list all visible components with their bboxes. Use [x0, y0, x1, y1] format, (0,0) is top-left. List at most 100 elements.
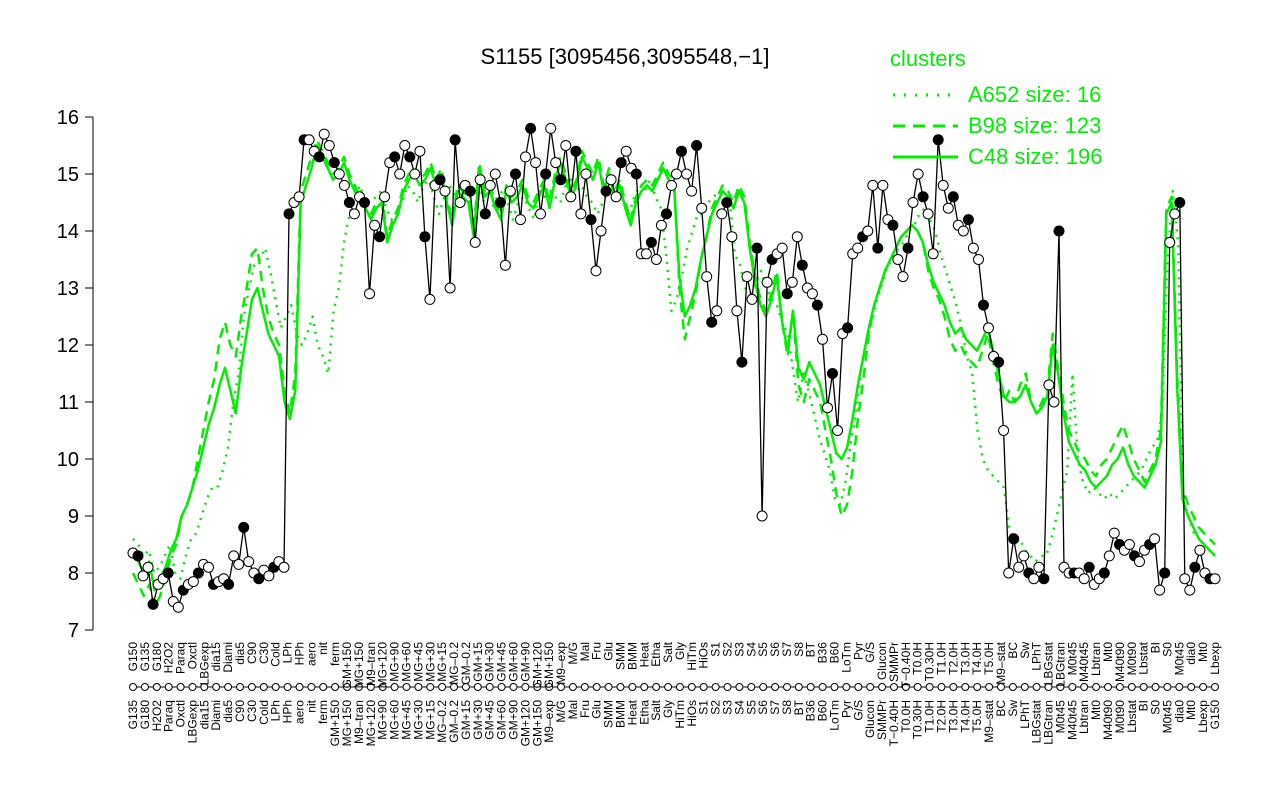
x-tick-label-lower: GM+60 — [495, 700, 509, 740]
data-point — [323, 140, 335, 151]
x-tick-label-lower: GM+30 — [471, 700, 485, 740]
data-point — [1008, 533, 1020, 545]
x-tick-label-lower: HPh — [281, 700, 295, 723]
legend-entry-b98: B98 size: 123 — [893, 113, 1101, 138]
data-point — [796, 259, 808, 271]
x-tick-marker — [129, 683, 137, 691]
x-tick-label-lower: Lbexp — [1196, 700, 1210, 733]
x-tick-label-lower: M0t45 — [1053, 700, 1067, 734]
x-tick-label-lower: Pyr — [839, 700, 853, 718]
x-tick-label-lower: MG+150 — [340, 700, 354, 747]
x-tick-marker — [568, 683, 577, 691]
data-point — [550, 157, 562, 169]
x-tick-label-lower: HiOs — [685, 700, 699, 727]
data-point — [666, 179, 677, 191]
x-tick-marker — [295, 683, 304, 691]
data-point — [359, 197, 370, 208]
x-tick-marker — [652, 683, 661, 691]
x-tick-marker — [509, 683, 518, 691]
data-point — [862, 225, 874, 237]
x-tick-label-lower: dia5 — [221, 700, 235, 723]
data-point — [1098, 567, 1110, 579]
data-point — [348, 208, 360, 220]
data-point — [489, 168, 501, 180]
x-tick-marker — [1008, 683, 1017, 691]
x-tick-label-lower: T0.0H — [899, 700, 913, 733]
data-point — [328, 157, 340, 169]
data-point — [228, 550, 240, 562]
data-point — [872, 242, 884, 254]
data-point — [645, 236, 657, 248]
x-tick-label-lower: SMMPr — [875, 700, 889, 740]
x-tick-marker — [747, 683, 756, 691]
data-point — [590, 265, 602, 277]
x-tick-label: G180 — [150, 642, 164, 672]
x-tick-label: T4.0H — [970, 642, 984, 675]
x-tick-label-lower: Fru — [578, 700, 592, 718]
x-tick-label: Mt0 — [1196, 642, 1210, 662]
x-tick-label: GM+120 — [530, 642, 544, 689]
x-tick-label-lower: Lbtran — [1077, 700, 1091, 734]
x-tick-marker — [937, 683, 946, 691]
x-tick-label: GM+150 — [340, 642, 354, 689]
x-tick-label-lower: S5 — [744, 700, 758, 715]
x-tick-marker — [1092, 683, 1101, 691]
data-point — [610, 191, 622, 203]
x-tick-label-lower: BMM — [614, 700, 628, 728]
x-tick-label: Salt — [661, 641, 675, 662]
data-point — [897, 271, 909, 283]
x-tick-marker — [140, 683, 149, 691]
x-tick-label-lower: GM+15 — [459, 700, 473, 740]
data-point — [922, 208, 934, 220]
data-point — [565, 191, 577, 203]
x-tick-marker — [461, 683, 470, 691]
data-point — [806, 288, 818, 300]
data-point — [681, 168, 693, 180]
x-tick-marker — [818, 683, 827, 691]
x-tick-label: MG+15 — [435, 642, 449, 682]
x-tick-marker — [973, 683, 982, 691]
x-tick-label: MG+150 — [352, 642, 366, 689]
x-tick-marker — [878, 683, 887, 691]
x-tick-label: M0t45 — [1065, 642, 1079, 676]
x-tick-label-lower: S6 — [756, 700, 770, 715]
x-tick-label-lower: MG+120 — [364, 700, 378, 747]
x-tick-label: T3.0H — [958, 642, 972, 675]
x-tick-marker — [949, 683, 958, 691]
x-tick-marker — [664, 683, 673, 691]
data-point — [867, 179, 879, 191]
data-point — [726, 231, 738, 243]
x-tick-label: dia5 — [233, 642, 247, 665]
x-tick-marker — [247, 683, 256, 691]
x-tick-marker — [236, 683, 244, 691]
x-tick-label: SMMPr — [887, 642, 901, 682]
data-point — [998, 425, 1010, 436]
data-point — [575, 208, 587, 220]
x-tick-label: M0t45 — [1172, 642, 1186, 676]
data-point — [580, 168, 592, 180]
x-axis: G150G135G135G180G180H2O2H2O2ParaqParaqOx… — [126, 641, 1222, 746]
x-tick-marker — [628, 683, 637, 691]
x-tick-label-lower: G180 — [138, 700, 152, 730]
x-tick-label-lower: T2.0H — [935, 700, 949, 733]
x-tick-marker — [699, 683, 708, 691]
x-tick-marker — [759, 683, 768, 691]
data-point — [540, 168, 552, 180]
x-tick-label: M9–exp — [554, 642, 568, 685]
x-tick-label-lower: GM+120 — [518, 700, 532, 747]
x-tick-label-lower: B60 — [816, 700, 830, 722]
data-point — [338, 179, 350, 191]
x-tick-label-lower: B36 — [804, 700, 818, 722]
data-point — [671, 168, 682, 180]
data-point — [1194, 544, 1206, 556]
x-tick-label: M9–stat — [994, 641, 1008, 684]
data-point — [605, 174, 617, 186]
x-tick-label: Lbstat — [1137, 641, 1151, 674]
x-tick-label: MG+120 — [376, 642, 390, 689]
x-tick-label-lower: T−0.40H — [887, 700, 901, 746]
x-tick-label-lower: Salt — [649, 699, 663, 720]
x-tick-label: nit — [316, 641, 330, 654]
x-tick-label-lower: T4.0H — [958, 700, 972, 733]
x-tick-label: Mal — [578, 642, 592, 661]
x-tick-label: S0 — [1160, 642, 1174, 657]
